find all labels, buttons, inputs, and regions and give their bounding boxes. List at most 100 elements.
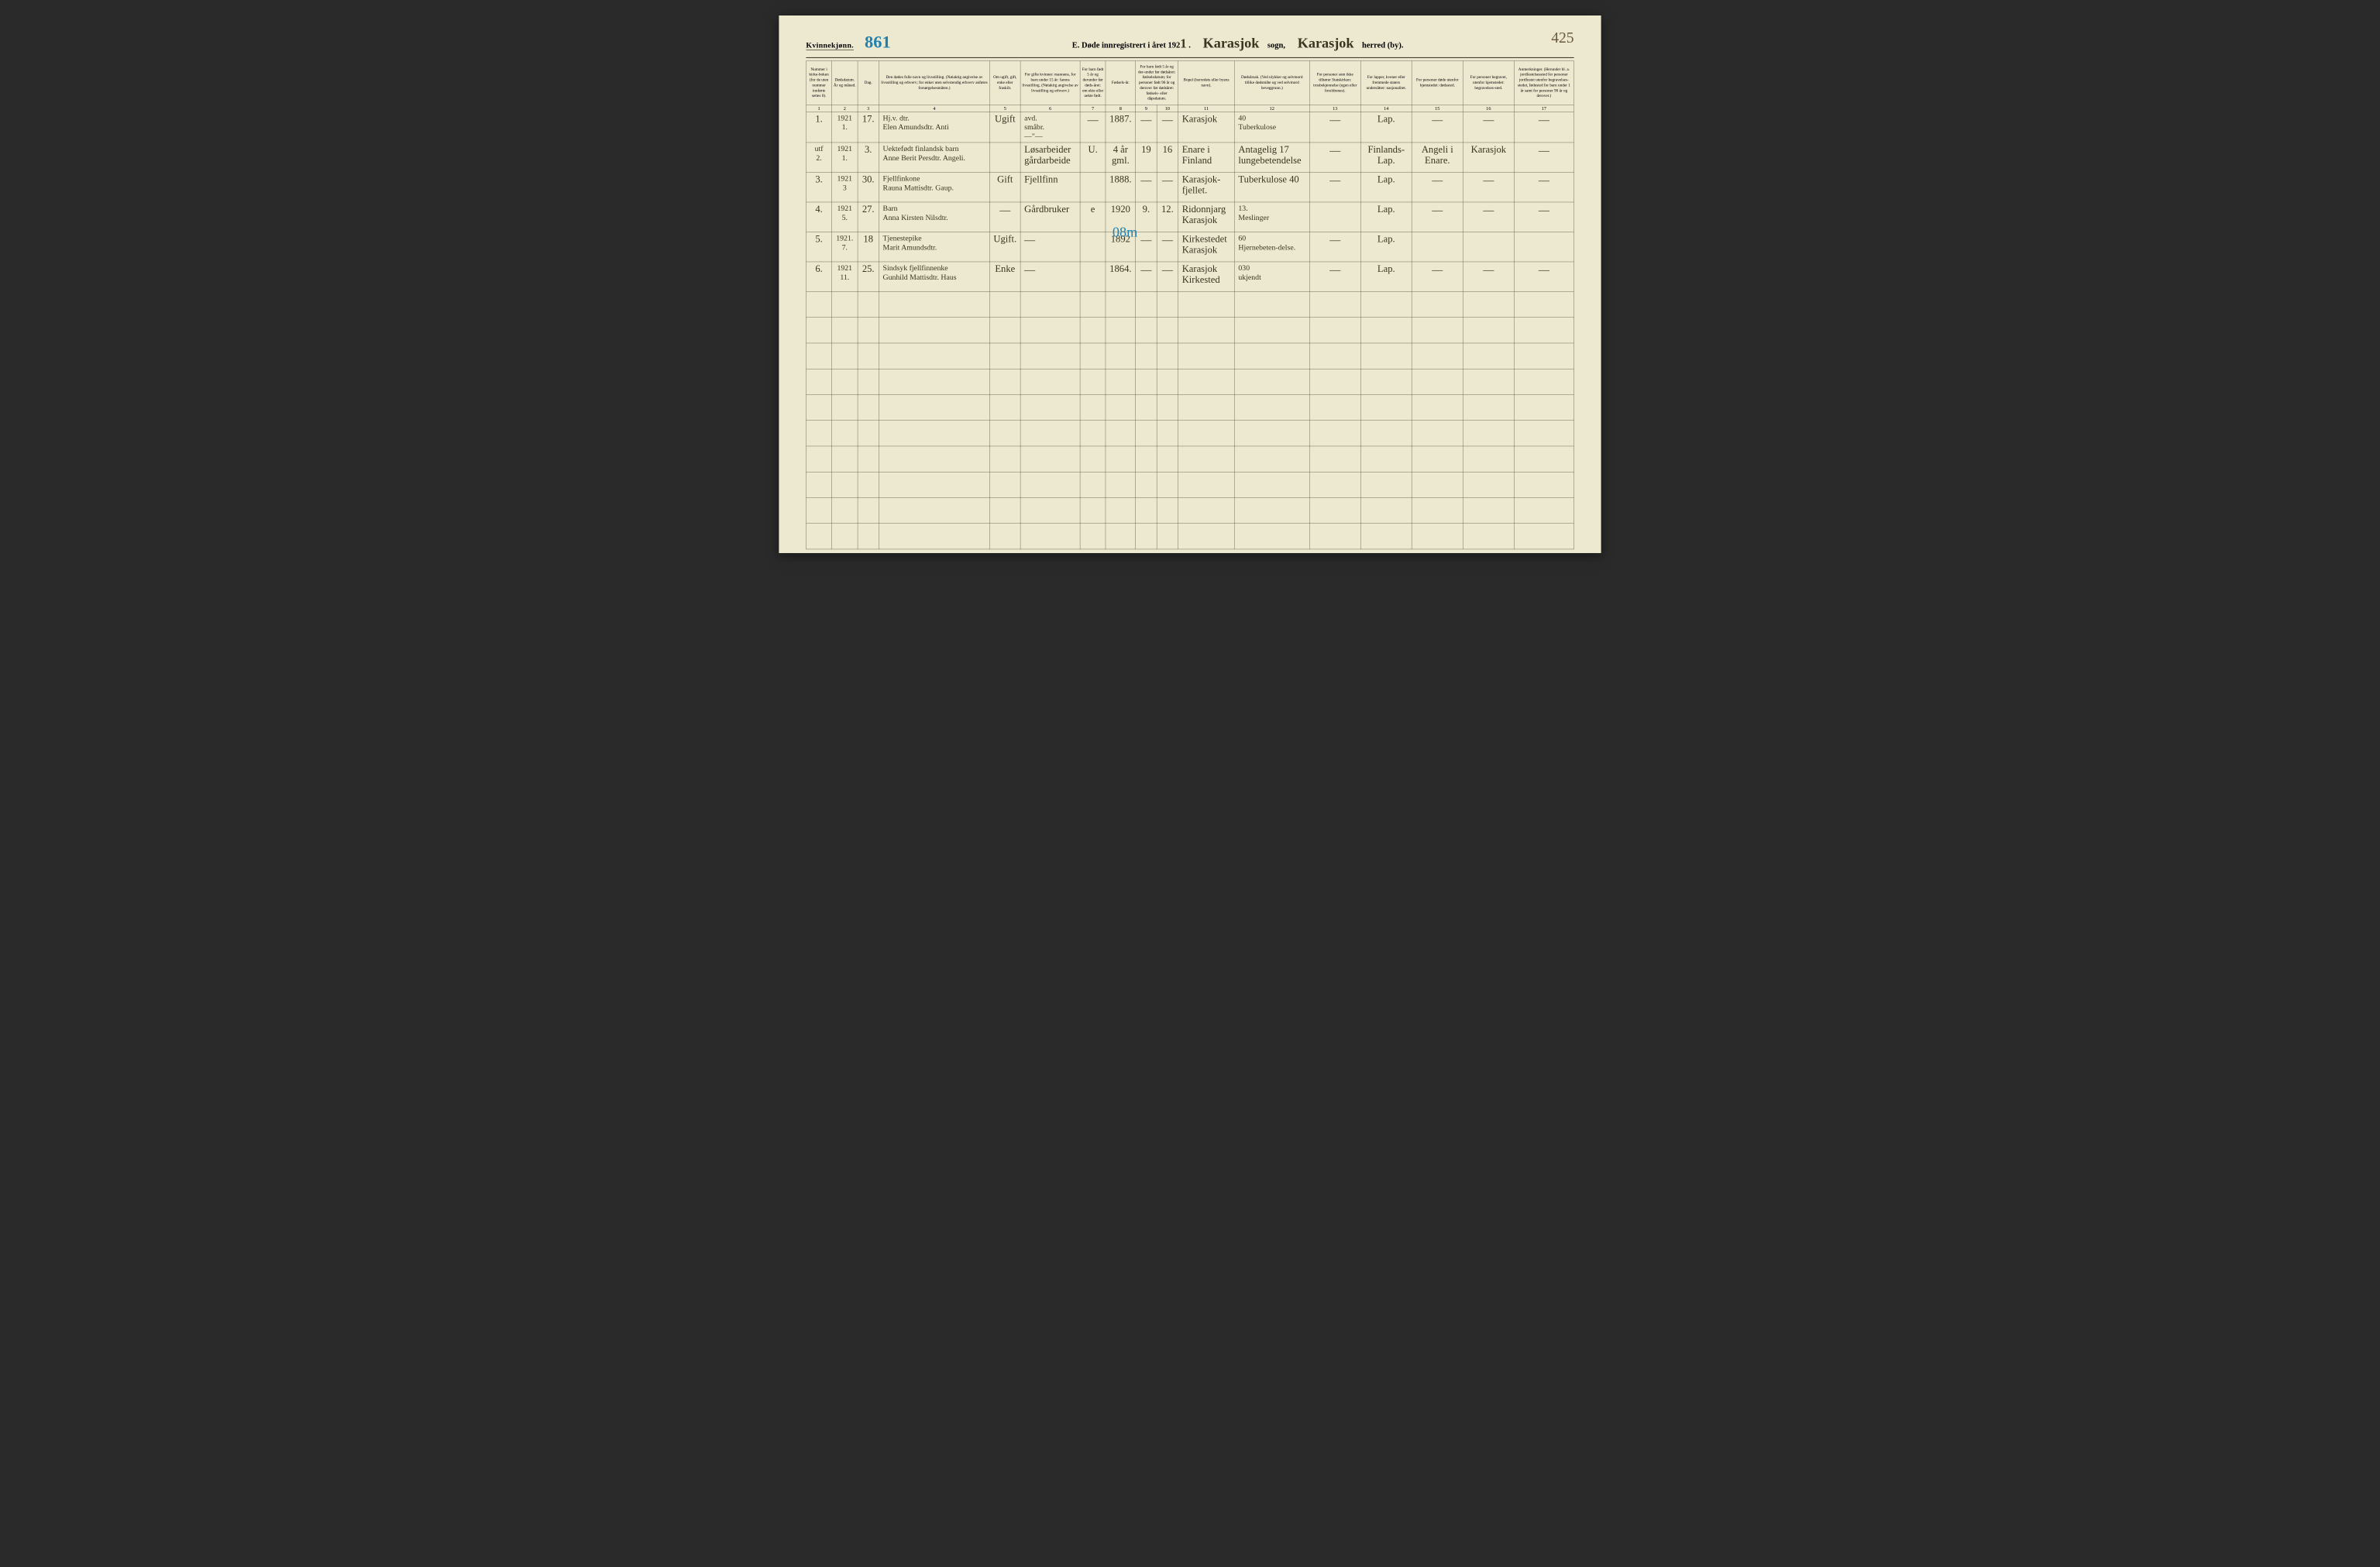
empty-cell [1309, 472, 1360, 497]
col-header: Den dødes fulle navn og livsstilling. (N… [879, 61, 989, 105]
cell-d: 30. [858, 173, 879, 202]
cell-d: 27. [858, 202, 879, 232]
cell-rel: — [1309, 232, 1360, 263]
cell-stat: Gift [990, 173, 1021, 202]
cell-spouse: Gårdbruker [1020, 202, 1080, 232]
col-header: Fødsels-år. [1106, 61, 1136, 105]
cell-name: TjenestepikeMarit Amundsdtr. [879, 232, 989, 263]
cell-bopel: Karasjok-fjellet. [1178, 173, 1235, 202]
table-row [807, 446, 1574, 472]
empty-cell [1412, 292, 1463, 318]
herred-value: Karasjok [1298, 36, 1354, 51]
empty-cell [1234, 498, 1309, 524]
table-row [807, 369, 1574, 394]
cell-anm [1514, 232, 1573, 263]
col-number: 13 [1309, 105, 1360, 112]
table-row [807, 524, 1574, 549]
empty-cell [990, 421, 1021, 446]
cell-fm: — [1136, 232, 1157, 263]
table-header: Nummer i kirke-boken (for de uten nummer… [807, 61, 1574, 112]
empty-cell [990, 395, 1021, 421]
cell-ekte [1080, 173, 1106, 202]
cell-cause: Antagelig 17 lungebetendelse [1234, 143, 1309, 173]
empty-cell [1463, 472, 1514, 497]
empty-cell [1360, 318, 1412, 343]
cell-ekte: e [1080, 202, 1106, 232]
empty-cell [832, 343, 858, 369]
col-header: Anmerkninger. (Herunder bl. a. jordfeste… [1514, 61, 1573, 105]
cell-stat: Enke [990, 262, 1021, 292]
col-number: 12 [1234, 105, 1309, 112]
empty-cell [1412, 343, 1463, 369]
empty-cell [1080, 343, 1106, 369]
empty-cell [1080, 446, 1106, 472]
empty-cell [832, 472, 858, 497]
empty-cell [1106, 421, 1136, 446]
cell-fm: — [1136, 112, 1157, 143]
empty-cell [1360, 524, 1412, 549]
empty-cell [807, 343, 832, 369]
empty-cell [1106, 292, 1136, 318]
table-row [807, 292, 1574, 318]
col-number: 5 [990, 105, 1021, 112]
cell-fy: 1887. [1106, 112, 1136, 143]
cell-ym: 19213 [832, 173, 858, 202]
empty-cell [879, 498, 989, 524]
empty-cell [1136, 318, 1157, 343]
empty-cell [990, 343, 1021, 369]
empty-cell [807, 421, 832, 446]
table-row [807, 395, 1574, 421]
cell-fd: 16 [1157, 143, 1178, 173]
empty-cell [858, 369, 879, 394]
col-header: Nummer i kirke-boken (for de uten nummer… [807, 61, 832, 105]
table-row: 5.1921.7.18TjenestepikeMarit Amundsdtr.U… [807, 232, 1574, 263]
cell-bsted: — [1463, 173, 1514, 202]
cell-n: 4. [807, 202, 832, 232]
cell-fy: 4 år gml. [1106, 143, 1136, 173]
empty-cell [1157, 421, 1178, 446]
title: E. Døde innregistrert i året 1921 . Kara… [902, 35, 1574, 51]
empty-cell [1080, 318, 1106, 343]
empty-cell [1157, 472, 1178, 497]
empty-cell [990, 318, 1021, 343]
empty-cell [1106, 343, 1136, 369]
empty-cell [1514, 395, 1573, 421]
cell-spouse: Løsarbeider gårdarbeide [1020, 143, 1080, 173]
cell-cause: 60Hjernebeten-delse. [1234, 232, 1309, 263]
cell-bsted: — [1463, 112, 1514, 143]
cell-stat [990, 143, 1021, 173]
col-number: 6 [1020, 105, 1080, 112]
cell-bsted: Karasjok [1463, 143, 1514, 173]
empty-cell [1136, 421, 1157, 446]
empty-cell [1234, 472, 1309, 497]
cell-spouse: — [1020, 262, 1080, 292]
cell-anm: — [1514, 143, 1573, 173]
empty-cell [807, 395, 832, 421]
cell-dsted: — [1412, 202, 1463, 232]
cell-stat: Ugift. [990, 232, 1021, 263]
empty-cell [1178, 343, 1235, 369]
cell-nat: Lap. [1360, 202, 1412, 232]
cell-stat: Ugift [990, 112, 1021, 143]
empty-cell [807, 318, 832, 343]
cell-fm: 9. [1136, 202, 1157, 232]
page-header: Kvinnekjønn. 861 E. Døde innregistrert i… [806, 32, 1573, 58]
col-number: 15 [1412, 105, 1463, 112]
empty-cell [1360, 498, 1412, 524]
empty-cell [807, 292, 832, 318]
empty-cell [1020, 395, 1080, 421]
empty-cell [1020, 472, 1080, 497]
empty-cell [1080, 369, 1106, 394]
cell-fy: 1864. [1106, 262, 1136, 292]
cell-fm: 19 [1136, 143, 1157, 173]
cell-dsted: Angeli i Enare. [1412, 143, 1463, 173]
empty-cell [1157, 395, 1178, 421]
empty-cell [1106, 472, 1136, 497]
empty-cell [1360, 472, 1412, 497]
table-row [807, 343, 1574, 369]
empty-cell [858, 292, 879, 318]
col-number: 4 [879, 105, 989, 112]
cell-dsted [1412, 232, 1463, 263]
cell-bopel: Enare i Finland [1178, 143, 1235, 173]
empty-cell [858, 524, 879, 549]
